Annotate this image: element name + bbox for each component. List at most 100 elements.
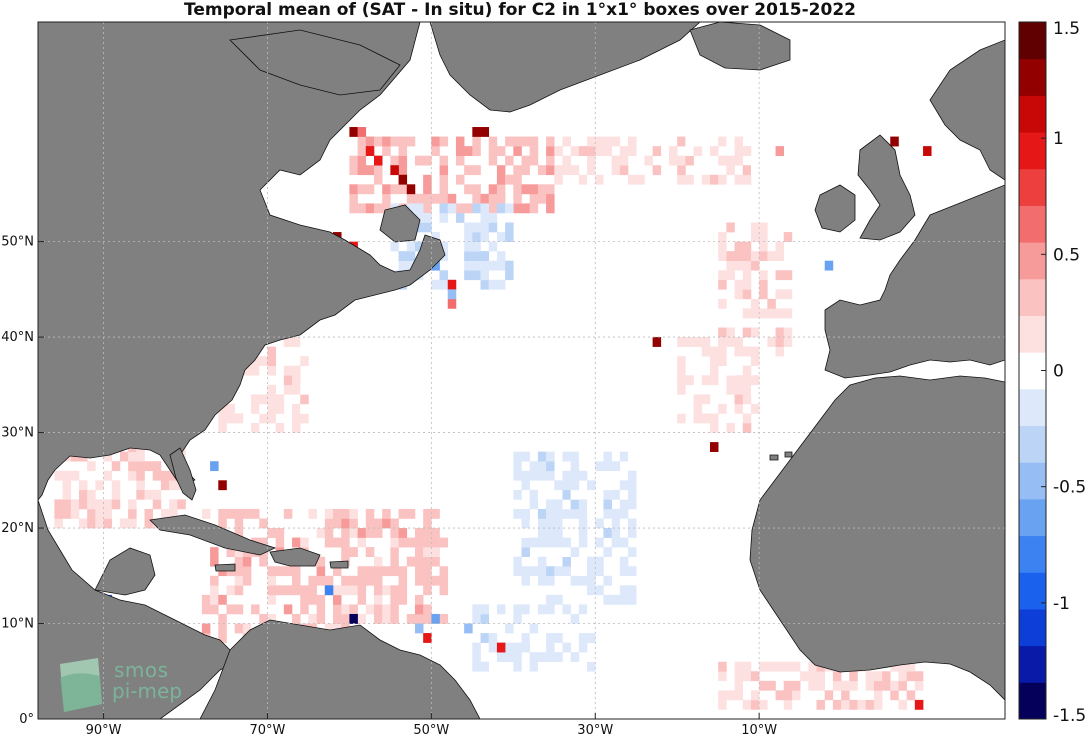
- region-cell: [529, 489, 539, 500]
- region-cell: [283, 375, 293, 386]
- region-cell: [611, 461, 621, 472]
- region-cell: [406, 241, 416, 252]
- region-cell: [373, 136, 383, 147]
- region-cell: [54, 470, 63, 481]
- region-cell: [529, 518, 539, 529]
- region-cell: [472, 661, 481, 672]
- region-cell: [349, 165, 358, 176]
- region-cell: [357, 203, 367, 214]
- region-cell: [628, 146, 637, 156]
- region-cell: [496, 613, 506, 624]
- region-cell: [62, 470, 72, 481]
- region-cell: [750, 403, 760, 414]
- region-cell: [742, 174, 752, 185]
- region-cell: [595, 518, 604, 529]
- region-cell: [259, 365, 268, 376]
- region-cell: [529, 652, 539, 663]
- region-cell: [251, 403, 260, 414]
- region-cell: [373, 566, 383, 577]
- region-cell: [177, 499, 186, 510]
- region-cell: [505, 222, 514, 233]
- region-cell: [513, 642, 522, 653]
- region-cell: [546, 508, 555, 519]
- region-cell: [513, 566, 522, 577]
- region-cell: [603, 594, 612, 605]
- region-cell: [742, 241, 752, 252]
- region-cell: [562, 470, 571, 481]
- region-cell: [152, 489, 162, 500]
- region-cell: [750, 671, 760, 682]
- region-cell: [619, 489, 629, 500]
- region-cell: [78, 518, 88, 529]
- region-cell: [292, 537, 301, 548]
- region-cell: [677, 384, 686, 395]
- region-cell: [669, 155, 678, 166]
- region-cell: [472, 184, 481, 195]
- region-cell: [414, 528, 424, 538]
- region-cell: [546, 518, 555, 529]
- region-cell: [578, 537, 588, 548]
- region-cell: [488, 136, 498, 147]
- region-cell: [841, 699, 850, 710]
- region-cell: [341, 613, 350, 624]
- region-cell: [251, 423, 260, 433]
- region-cell: [357, 566, 367, 577]
- baffin-island: [229, 29, 401, 96]
- region-cell: [390, 518, 399, 529]
- region-cell: [455, 155, 465, 166]
- region-cell: [496, 232, 506, 242]
- data-cell: [373, 155, 383, 166]
- region-cell: [414, 537, 424, 548]
- region-cell: [619, 165, 629, 176]
- region-cell: [423, 613, 432, 624]
- region-cell: [832, 671, 842, 682]
- region-cell: [513, 461, 522, 472]
- region-cell: [472, 613, 481, 624]
- region-cell: [382, 585, 391, 596]
- region-cell: [701, 413, 711, 424]
- region-cell: [587, 594, 596, 605]
- region-cell: [726, 337, 735, 347]
- region-cell: [521, 585, 530, 596]
- region-cell: [152, 461, 162, 472]
- data-cell: [914, 699, 924, 710]
- region-cell: [398, 585, 408, 596]
- region-cell: [423, 174, 432, 185]
- region-cell: [709, 384, 719, 395]
- region-cell: [398, 155, 408, 166]
- region-cell: [529, 499, 539, 510]
- region-cell: [382, 613, 391, 624]
- region-cell: [259, 556, 268, 567]
- region-cell: [750, 346, 760, 357]
- region-cell: [333, 604, 342, 615]
- data-cell: [447, 289, 457, 300]
- region-cell: [693, 413, 703, 424]
- region-cell: [333, 537, 342, 548]
- region-cell: [455, 174, 465, 185]
- region-cell: [619, 556, 629, 567]
- region-cell: [267, 356, 276, 367]
- region-cell: [685, 146, 694, 156]
- region-cell: [111, 499, 121, 510]
- region-cell: [562, 566, 571, 577]
- colorbar-blocks: [1019, 22, 1046, 720]
- region-cell: [873, 671, 883, 682]
- region-cell: [300, 394, 309, 405]
- region-cell: [210, 604, 219, 615]
- region-cell: [570, 165, 580, 176]
- region-cell: [619, 451, 629, 462]
- region-cell: [537, 661, 547, 672]
- data-cell: [824, 260, 834, 271]
- region-cell: [521, 165, 530, 176]
- region-cell: [587, 508, 596, 519]
- region-cell: [472, 260, 481, 271]
- region-cell: [734, 174, 744, 185]
- region-cell: [546, 146, 555, 156]
- region-cell: [267, 566, 276, 577]
- region-cell: [791, 661, 801, 672]
- region-cell: [537, 566, 547, 577]
- region-cell: [734, 146, 744, 156]
- region-cell: [578, 575, 588, 586]
- region-cell: [505, 136, 514, 147]
- region-cell: [554, 633, 563, 643]
